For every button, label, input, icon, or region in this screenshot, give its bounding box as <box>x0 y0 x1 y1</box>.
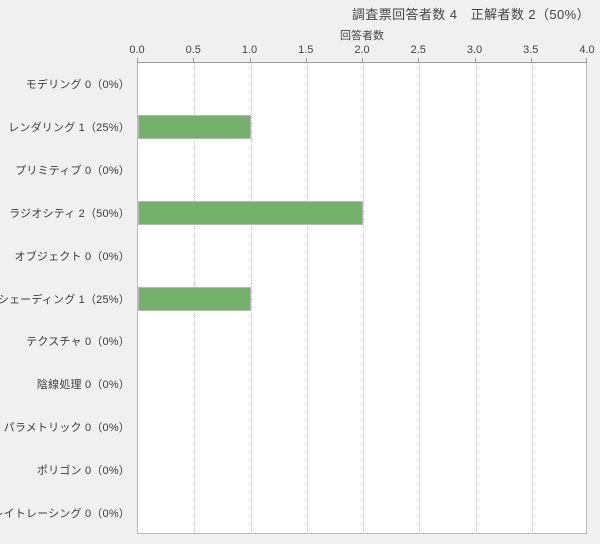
gridline <box>419 63 421 533</box>
y-axis-tick-label: パラメトリック 0（0%） <box>3 421 130 434</box>
y-axis-tick-label: ラジオシティ 2（50%） <box>9 207 130 220</box>
x-axis-tick-label: 3.0 <box>466 44 483 56</box>
x-axis-tick-mark <box>249 58 251 63</box>
x-axis-tick-mark <box>474 58 476 63</box>
y-axis-tick-label: プリミティブ 0（0%） <box>15 165 130 178</box>
y-axis-tick-label: ポリゴン 0（0%） <box>36 464 130 477</box>
chart-title: 調査票回答者数 4 正解者数 2（50%） <box>351 7 590 22</box>
x-axis-line <box>137 62 587 63</box>
x-axis-tick-label: 2.5 <box>410 44 426 56</box>
y-axis-tick-label: シェーディング 1（25%） <box>0 293 130 306</box>
bar <box>138 115 251 140</box>
x-axis-tick-label: 1.5 <box>298 44 314 56</box>
x-axis-tick-mark <box>418 58 420 63</box>
y-axis-tick-label: レイトレーシング 0（0%） <box>0 507 130 520</box>
x-axis-tick-label: 4.0 <box>579 44 595 56</box>
x-axis-tick-mark <box>530 58 532 63</box>
x-axis-tick-mark <box>305 58 307 63</box>
gridline <box>250 63 252 533</box>
y-axis-tick-label: テクスチャ 0（0%） <box>26 336 130 349</box>
y-axis-tick-label: モデリング 0（0%） <box>25 79 130 92</box>
x-axis-tick-label: 2.0 <box>354 44 370 56</box>
y-axis-tick-labels: モデリング 0（0%） レンダリング 1（25%） プリミティブ 0（0%） ラジオシ… <box>0 63 130 534</box>
x-axis-tick-label: 0.0 <box>129 44 145 56</box>
y-axis-tick-label: オブジェクト 0（0%） <box>14 250 130 263</box>
y-axis-tick-label: レンダリング 1（25%） <box>8 122 130 135</box>
bar <box>138 200 363 225</box>
bar <box>138 286 251 311</box>
plot-area <box>137 63 587 534</box>
y-axis-tick-label: 陰線処理 0（0%） <box>36 379 130 392</box>
plot-inner <box>138 63 586 533</box>
x-axis-title: 回答者数 <box>340 30 384 42</box>
gridline <box>531 63 533 533</box>
x-axis-tick-marks <box>137 58 587 63</box>
x-axis-tick-mark <box>586 58 587 63</box>
x-axis-tick-mark <box>137 58 138 63</box>
x-axis-tick-mark <box>362 58 363 63</box>
gridline <box>363 63 364 533</box>
gridline <box>306 63 308 533</box>
x-axis-tick-labels: 0.0 0.5 1.0 1.5 2.0 2.5 3.0 3.5 4.0 <box>129 44 594 58</box>
x-axis-tick-label: 3.5 <box>523 44 539 56</box>
x-axis-tick-label: 0.5 <box>185 44 201 56</box>
x-axis-tick-mark <box>193 58 195 63</box>
x-axis-tick-label: 1.0 <box>241 44 258 56</box>
gridline <box>475 63 477 533</box>
